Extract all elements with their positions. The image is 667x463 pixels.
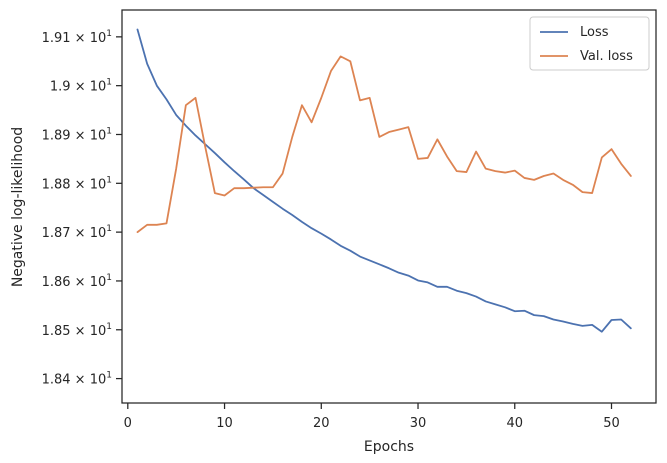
y-tick-label: 1.88 × 101 — [42, 175, 112, 192]
x-axis-label: Epochs — [364, 439, 414, 455]
plot-frame — [121, 9, 657, 404]
series-layer — [136, 28, 632, 333]
y-tick-label: 1.89 × 101 — [42, 126, 112, 143]
x-tick-label: 0 — [124, 416, 132, 431]
y-tick-label: 1.9 × 101 — [50, 78, 112, 95]
x-tick-label: 50 — [603, 416, 620, 431]
y-tick-label: 1.84 × 101 — [42, 371, 112, 388]
y-tick-label: 1.86 × 101 — [42, 273, 112, 290]
x-axis: 0 10 20 30 40 50 — [124, 403, 620, 431]
y-tick-label: 1.91 × 101 — [42, 29, 112, 46]
legend: Loss Val. loss — [529, 16, 650, 71]
y-tick-label: 1.85 × 101 — [42, 322, 112, 339]
x-tick-label: 10 — [216, 416, 233, 431]
x-tick-label: 20 — [313, 416, 330, 431]
y-axis: 1.84 × 101 1.85 × 101 1.86 × 101 1.87 × 101… — [42, 29, 122, 388]
legend-label-val-loss: Val. loss — [580, 49, 633, 64]
x-tick-label: 40 — [506, 416, 523, 431]
x-tick-label: 30 — [410, 416, 427, 431]
series-line-loss — [136, 28, 632, 333]
legend-label-loss: Loss — [580, 25, 609, 40]
series-line-val-loss — [136, 55, 632, 234]
y-axis-label: Negative log-likelihood — [10, 127, 26, 287]
y-tick-label: 1.87 × 101 — [42, 224, 112, 241]
plot-background — [122, 10, 656, 403]
